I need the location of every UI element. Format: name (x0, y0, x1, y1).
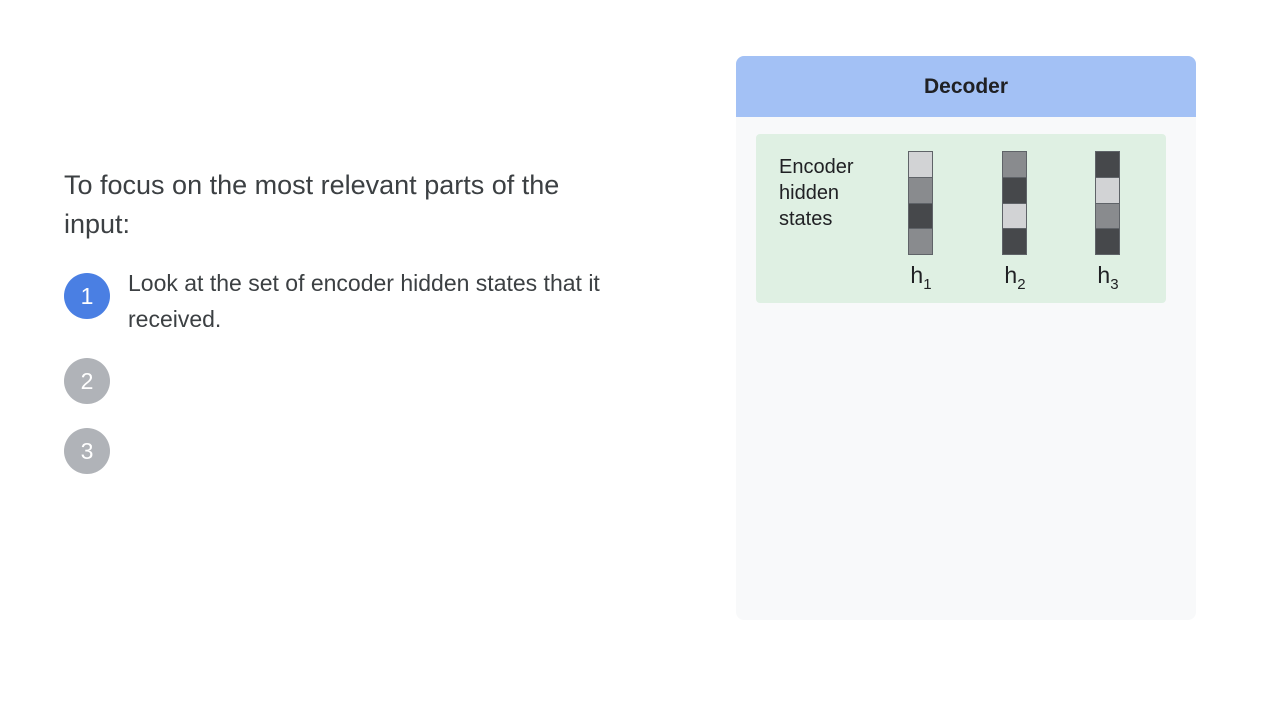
step-3: 3 (64, 428, 608, 474)
vector-1-cell-4 (909, 228, 932, 254)
vector-2-cell-2 (1003, 176, 1026, 203)
hidden-state-label-h2: h2 (1004, 262, 1026, 293)
encoder-hidden-states-box: Encoder hidden states h1 h2 h3 (756, 134, 1166, 303)
decoder-title: Decoder (736, 56, 1196, 117)
step-1-text: Look at the set of encoder hidden states… (128, 270, 600, 332)
encoder-hidden-states-label: Encoder hidden states (779, 156, 854, 230)
hidden-state-vector-2 (1002, 151, 1027, 255)
slide-heading: To focus on the most relevant parts of t… (64, 170, 560, 239)
vector-3-cell-2 (1096, 176, 1119, 203)
hidden-state-vector-3 (1095, 151, 1120, 255)
vector-2-cell-1 (1003, 152, 1026, 177)
step-3-number-badge: 3 (64, 428, 110, 474)
decoder-panel: Decoder Encoder hidden states h1 h2 h3 (736, 56, 1196, 620)
vector-2-cell-3 (1003, 202, 1026, 229)
step-1: 1 Look at the set of encoder hidden stat… (64, 270, 608, 337)
vector-3-cell-1 (1096, 152, 1119, 177)
step-2: 2 (64, 358, 608, 404)
vector-3-cell-4 (1096, 228, 1119, 254)
step-2-number-badge: 2 (64, 358, 110, 404)
step-1-number-badge: 1 (64, 273, 110, 319)
vector-1-cell-1 (909, 152, 932, 177)
vector-1-cell-2 (909, 176, 932, 203)
vector-1-cell-3 (909, 202, 932, 229)
hidden-state-label-h3: h3 (1097, 262, 1119, 293)
hidden-state-vector-1 (908, 151, 933, 255)
vector-3-cell-3 (1096, 202, 1119, 229)
hidden-state-label-h1: h1 (910, 262, 932, 293)
vector-2-cell-4 (1003, 228, 1026, 254)
